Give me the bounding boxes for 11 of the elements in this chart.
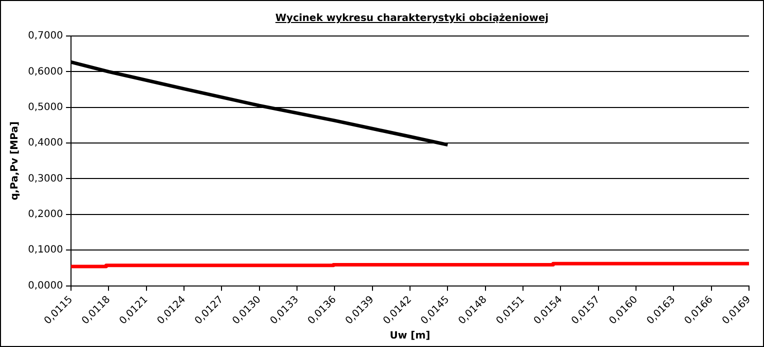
y-tick-label: 0,2000 [28, 209, 63, 220]
y-tick-label: 0,4000 [28, 138, 63, 149]
y-tick-label: 0,7000 [28, 30, 63, 42]
y-axis-title: q,Pa,Pv [MPa] [10, 121, 21, 200]
chart-title: Wycinek wykresu charakterystyki obciążeniowej [274, 13, 550, 26]
y-tick-label: 0,1000 [28, 244, 63, 256]
y-tick-label: 0,6000 [28, 66, 63, 78]
y-tick-label: 0,5000 [28, 102, 63, 113]
y-tick-label: 0,0000 [28, 280, 63, 292]
x-axis-title: Uw [m] [390, 330, 430, 342]
y-tick-label: 0,3000 [28, 173, 63, 184]
